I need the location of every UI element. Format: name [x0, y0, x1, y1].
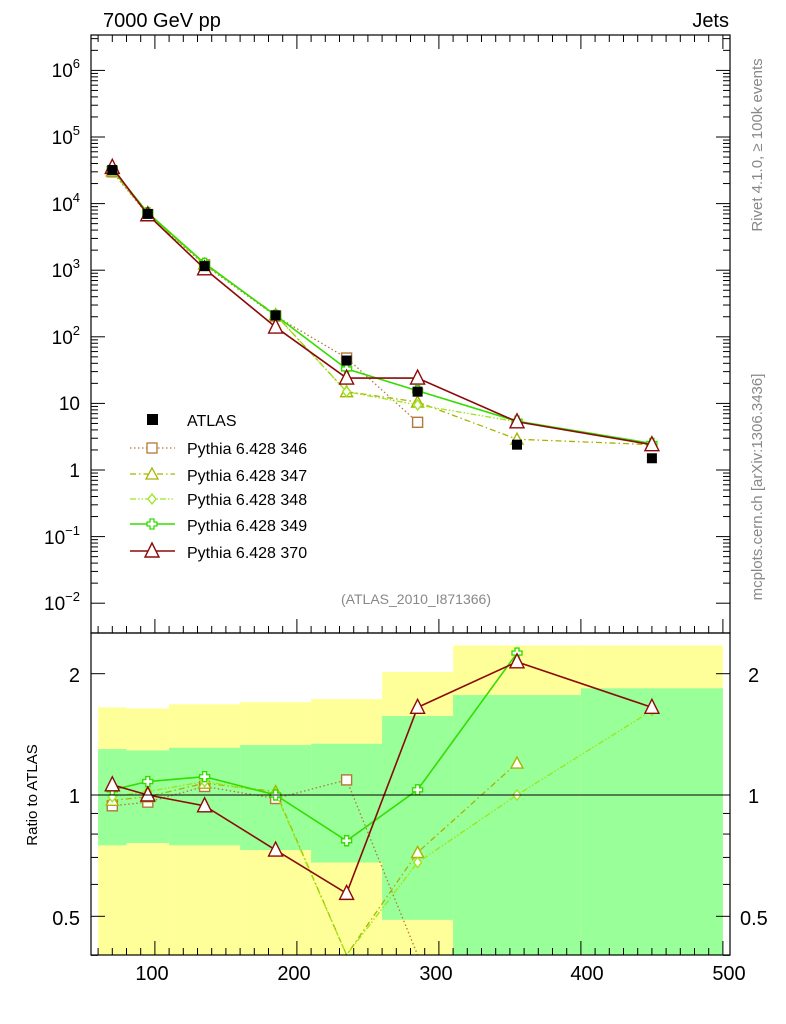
legend-marker-370 [143, 541, 161, 558]
xtick-200: 200 [277, 963, 310, 985]
main-line-p346 [111, 171, 419, 423]
ratio-ytick-2-left: 2 [69, 665, 80, 687]
legend-marker-349 [146, 518, 158, 530]
ratio-point-p370-4 [338, 883, 355, 901]
ytick-1e2: 102 [52, 323, 80, 349]
xtick-400: 400 [570, 963, 603, 985]
ratio-ytick-1-right: 1 [748, 786, 759, 808]
main-line-p348 [111, 169, 653, 446]
ratio-point-p349-2 [198, 771, 211, 783]
main-point-p370-4 [338, 368, 355, 385]
analysis-id: (ATLAS_2010_I871366) [341, 591, 491, 607]
main-point-atlas-0 [107, 164, 118, 175]
xtick-100: 100 [135, 963, 168, 985]
ratio-point-p349-4 [340, 835, 353, 847]
legend-label-348: Pythia 6.428 348 [187, 492, 307, 509]
ytick-1e5: 105 [52, 123, 80, 149]
main-point-p370-7 [643, 435, 661, 452]
ratio-point-p370-2 [196, 796, 213, 813]
main-point-atlas-6 [512, 439, 522, 450]
ratio-point-p370-0 [104, 775, 121, 792]
xtick-300: 300 [419, 963, 452, 985]
main-point-p370-3 [267, 317, 284, 334]
main-point-atlas-2 [199, 261, 210, 272]
x-tick-labels: 100 200 300 400 500 [135, 963, 745, 985]
main-point-p370-6 [508, 412, 526, 429]
main-y-tick-labels: 106 105 104 103 102 10 1 10−1 10−2 [44, 56, 80, 615]
axis-ticks [91, 35, 730, 956]
main-frame [90, 34, 731, 634]
ratio-point-p370-3 [267, 840, 284, 857]
main-line-p349 [111, 168, 653, 445]
legend-label-346: Pythia 6.428 346 [187, 441, 307, 458]
band-inner-7 [580, 688, 723, 955]
ratio-y-tick-labels: 2 1 0.5 2 1 0.5 [52, 665, 768, 930]
legend-label-atlas: ATLAS [187, 413, 237, 430]
ratio-point-p347-6 [509, 755, 525, 769]
rivet-version-label: Rivet 4.1.0, ≥ 100k events [749, 58, 766, 231]
legend-label-370: Pythia 6.428 370 [187, 545, 307, 562]
ratio-series-group [104, 647, 661, 957]
main-point-p346-5 [411, 416, 424, 429]
main-point-p348-5 [412, 398, 423, 412]
ratio-point-p370-5 [409, 697, 426, 715]
ratio-ytick-05-left: 0.5 [52, 908, 80, 930]
main-line-p347 [111, 170, 652, 446]
xtick-500: 500 [712, 963, 745, 985]
legend-marker-347 [144, 466, 160, 480]
main-series-group [104, 157, 661, 464]
ytick-1: 1 [69, 461, 80, 482]
ratio-point-p349-1 [142, 775, 154, 788]
ratio-y-axis-label: Ratio to ATLAS [24, 744, 41, 845]
legend-label-349: Pythia 6.428 349 [187, 518, 307, 535]
ratio-point-p370-1 [139, 785, 156, 802]
ratio-point-p370-7 [643, 697, 661, 715]
ratio-uncertainty-bands [98, 645, 723, 955]
legend-marker-atlas [147, 414, 158, 425]
main-point-atlas-1 [142, 208, 153, 219]
header-right: Jets [692, 10, 729, 32]
mcplots-label: mcplots.cern.ch [arXiv:1306.3436] [749, 374, 766, 601]
band-inner-6 [453, 695, 581, 955]
legend: ATLAS Pythia 6.428 346 Pythia 6.428 347 … [130, 413, 307, 562]
ytick-1e3: 103 [52, 256, 80, 282]
ratio-point-p346-4 [340, 774, 353, 786]
main-point-atlas-4 [341, 355, 352, 366]
ratio-ytick-05-right: 0.5 [740, 908, 768, 930]
main-point-atlas-5 [412, 386, 423, 397]
main-point-atlas-7 [646, 453, 657, 464]
ytick-1e-1: 10−1 [44, 523, 80, 549]
legend-marker-346 [146, 442, 158, 454]
ratio-point-p348-5 [412, 856, 423, 869]
main-line-p370 [111, 166, 653, 446]
ytick-1e6: 106 [52, 56, 80, 82]
legend-label-347: Pythia 6.428 347 [187, 468, 307, 485]
ytick-1e-2: 10−2 [44, 589, 80, 615]
ratio-line-p348 [112, 710, 653, 957]
ratio-ytick-2-right: 2 [748, 665, 759, 687]
ytick-10: 10 [59, 394, 80, 415]
ratio-ytick-1-left: 1 [69, 786, 80, 808]
ratio-line-p370 [112, 660, 653, 895]
main-point-p348-4 [341, 385, 352, 398]
main-point-atlas-3 [270, 310, 281, 321]
header-left: 7000 GeV pp [103, 10, 221, 32]
ytick-1e4: 104 [52, 190, 80, 216]
main-point-p370-5 [409, 368, 426, 385]
legend-marker-348 [147, 492, 157, 506]
ratio-point-p370-6 [508, 652, 526, 669]
